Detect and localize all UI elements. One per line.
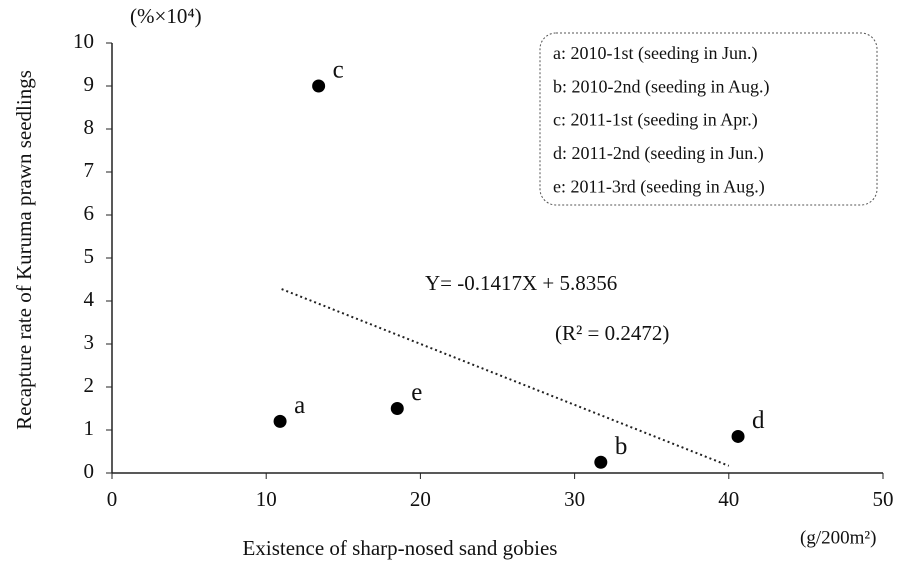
y-tick-label: 2 bbox=[84, 373, 95, 397]
legend-entry: a: 2010-1st (seeding in Jun.) bbox=[553, 43, 757, 64]
r-squared: (R² = 0.2472) bbox=[555, 321, 669, 345]
legend-entry: d: 2011-2nd (seeding in Jun.) bbox=[553, 143, 764, 164]
legend-entry: c: 2011-1st (seeding in Apr.) bbox=[553, 110, 758, 131]
y-tick-label: 5 bbox=[84, 244, 95, 268]
legend-entry: b: 2010-2nd (seeding in Aug.) bbox=[553, 76, 769, 97]
legend-entry: e: 2011-3rd (seeding in Aug.) bbox=[553, 176, 765, 197]
y-tick-label: 0 bbox=[84, 459, 95, 483]
point-label: a bbox=[294, 392, 305, 419]
y-tick-label: 3 bbox=[84, 330, 95, 354]
x-unit: (g/200m²) bbox=[800, 527, 876, 548]
point bbox=[273, 414, 287, 428]
y-axis-title: Recapture rate of Kuruma prawn seedlings bbox=[12, 70, 36, 430]
x-tick-label: 10 bbox=[256, 487, 277, 511]
y-tick-label: 9 bbox=[84, 72, 95, 96]
trend-line bbox=[281, 288, 730, 467]
point-label: e bbox=[411, 379, 422, 406]
legend-box bbox=[539, 32, 878, 206]
x-tick-label: 50 bbox=[873, 487, 894, 511]
point-label: b bbox=[615, 433, 628, 460]
point-label: d bbox=[752, 407, 765, 434]
y-tick-label: 1 bbox=[84, 416, 95, 440]
point bbox=[731, 429, 745, 443]
y-tick-label: 10 bbox=[73, 29, 94, 53]
x-axis-title: Existence of sharp-nosed sand gobies bbox=[243, 536, 558, 560]
x-tick-label: 40 bbox=[718, 487, 739, 511]
y-tick-label: 6 bbox=[84, 201, 95, 225]
y-tick-label: 8 bbox=[84, 115, 95, 139]
y-tick-label: 4 bbox=[84, 287, 95, 311]
point bbox=[390, 402, 404, 415]
point bbox=[312, 79, 326, 93]
point-label: c bbox=[333, 57, 344, 84]
y-unit: (%×10⁴) bbox=[130, 4, 202, 28]
equation: Y= -0.1417X + 5.8356 bbox=[425, 271, 617, 295]
x-tick-label: 0 bbox=[107, 487, 118, 511]
y-tick-label: 7 bbox=[84, 158, 95, 182]
x-tick-label: 20 bbox=[410, 487, 431, 511]
point bbox=[594, 455, 608, 469]
x-tick-label: 30 bbox=[564, 487, 585, 511]
